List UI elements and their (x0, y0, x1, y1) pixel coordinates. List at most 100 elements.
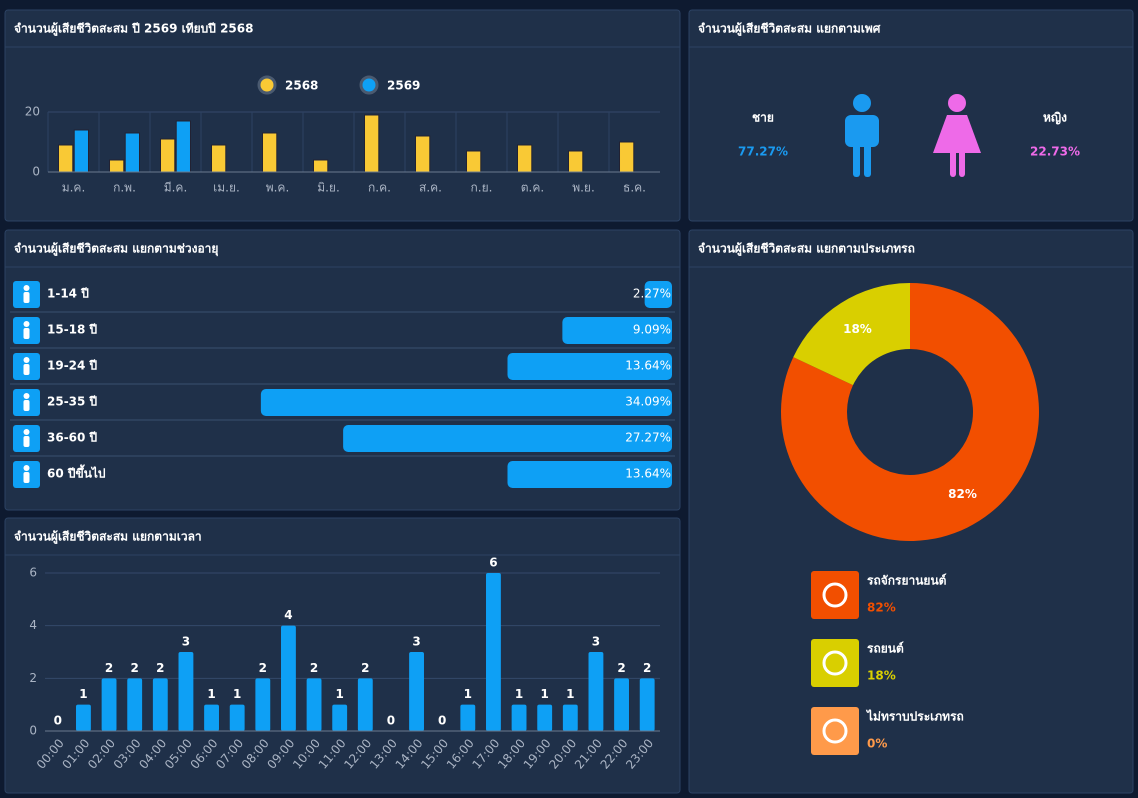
legend-swatch (359, 75, 379, 95)
bar (409, 652, 424, 731)
data-label: 3 (182, 635, 190, 649)
data-label: 6 (489, 556, 497, 570)
bar (486, 573, 501, 731)
data-label: 1 (464, 687, 472, 701)
age-icon-head (23, 393, 30, 399)
legend-swatch (811, 707, 859, 755)
bar (281, 625, 296, 731)
age-icon-head (23, 429, 30, 435)
bar (507, 461, 672, 488)
data-label: 1 (336, 687, 344, 701)
x-tick-label: ก.ค. (368, 181, 391, 195)
data-label: 2 (643, 661, 651, 675)
x-tick-label: ม.ค. (62, 181, 86, 195)
legend-icon (822, 582, 848, 608)
data-label: 2 (361, 661, 369, 675)
legend-label: รถยนต์ (867, 642, 904, 656)
bar (537, 704, 553, 731)
dividers (5, 46, 1133, 556)
donut-segment (781, 283, 1040, 542)
age-icon-body (23, 328, 30, 339)
bar (152, 678, 168, 731)
age-label: 1-14 ปี (47, 287, 89, 301)
age-icon-body (23, 436, 30, 447)
y-tick-label: 4 (29, 618, 37, 632)
legend-icon (822, 650, 848, 676)
bar (460, 704, 476, 731)
bar (101, 678, 117, 731)
data-label: 1 (515, 687, 523, 701)
y-tick-label: 2 (29, 671, 37, 685)
bar (124, 132, 140, 173)
bar (229, 704, 245, 731)
panel-title: จำนวนผู้เสียชีวิตสะสม แยกตามเวลา (14, 530, 202, 545)
age-label: 25-35 ปี (47, 395, 98, 409)
bar (562, 704, 578, 731)
bar (466, 150, 482, 173)
bar (364, 114, 380, 173)
bar (73, 129, 89, 173)
age-icon-head (23, 357, 30, 363)
legend-value: 18% (867, 669, 896, 683)
legend-label: ไม่ทราบประเภทรถ (865, 709, 964, 724)
x-tick-label: เม.ย. (213, 181, 240, 195)
legend-label: รถจักรยานยนต์ (867, 574, 947, 588)
age-icon-head (23, 465, 30, 471)
legend-label: 2568 (285, 79, 318, 93)
data-label: 2 (617, 661, 625, 675)
age-label: 60 ปีขึ้นไป (47, 464, 106, 481)
data-label: 2 (156, 661, 164, 675)
bar (588, 652, 604, 731)
data-label: 2 (310, 661, 318, 675)
gender-label: หญิง (1043, 111, 1067, 125)
bar (357, 678, 373, 731)
age-label: 36-60 ปี (47, 431, 98, 445)
bar (262, 132, 278, 173)
bar (415, 135, 431, 173)
data-label: 2.27% (633, 287, 671, 301)
bar (58, 144, 74, 173)
data-label: 0 (54, 714, 62, 728)
legend-icon (822, 718, 848, 744)
panel-title: จำนวนผู้เสียชีวิตสะสม ปี 2569 เทียบปี 25… (14, 22, 253, 37)
x-tick-label: ธ.ค. (623, 181, 646, 195)
data-label: 3 (412, 635, 420, 649)
data-label: 82% (948, 487, 977, 501)
data-label: 2 (105, 661, 113, 675)
bar (160, 138, 176, 173)
bar (175, 120, 191, 173)
data-label: 9.09% (633, 323, 671, 337)
x-tick-label: ส.ค. (419, 181, 442, 195)
woman-icon (933, 94, 981, 177)
gender-value: 77.27% (738, 145, 788, 159)
gender-label: ชาย (752, 111, 774, 125)
bar (260, 389, 672, 416)
data-label: 3 (592, 635, 600, 649)
panel (688, 9, 1134, 222)
data-label: 1 (233, 687, 241, 701)
data-label: 0 (387, 714, 395, 728)
bar (562, 317, 672, 344)
age-icon-body (23, 292, 30, 303)
x-tick-label: พ.ค. (266, 181, 290, 195)
bar (255, 678, 271, 731)
bar (639, 678, 655, 731)
x-tick-label: พ.ย. (572, 181, 595, 195)
bar (178, 652, 194, 731)
y-tick-label: 6 (29, 566, 37, 580)
legend-label: 2569 (387, 79, 420, 93)
data-label: 1 (541, 687, 549, 701)
y-tick-label: 0 (29, 724, 37, 738)
bar (511, 704, 527, 731)
data-label: 1 (207, 687, 215, 701)
man-icon (845, 94, 879, 177)
data-label: 2 (131, 661, 139, 675)
panel-title: จำนวนผู้เสียชีวิตสะสม แยกตามเพศ (698, 22, 881, 37)
data-label: 34.09% (625, 395, 671, 409)
data-label: 18% (843, 322, 872, 336)
gender-value: 22.73% (1030, 145, 1080, 159)
x-tick-label: ก.ย. (471, 181, 493, 195)
bar (76, 704, 91, 731)
data-label: 4 (284, 608, 292, 622)
